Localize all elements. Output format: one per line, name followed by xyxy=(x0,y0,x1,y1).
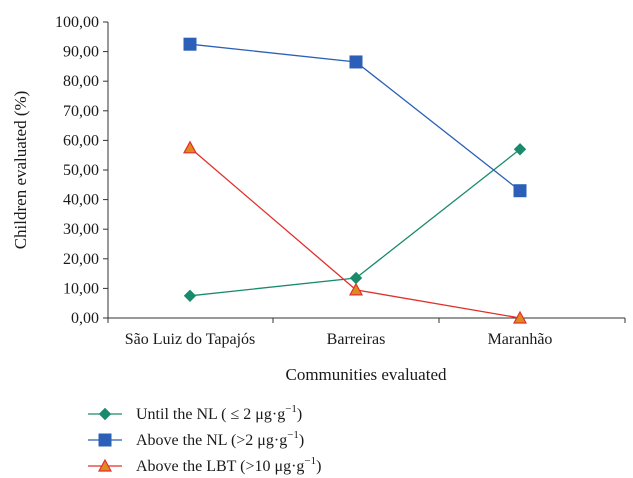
x-axis: São Luiz do Tapajós Barreiras Maranhão xyxy=(107,317,626,348)
legend-label: Above the NL (>2 μg·g−1) xyxy=(136,429,304,449)
series-2 xyxy=(183,37,527,198)
legend-label: Above the LBT (>10 μg·g−1) xyxy=(136,455,321,475)
y-tick-label: 80,00 xyxy=(63,73,99,90)
series-3 xyxy=(182,140,528,324)
y-tick-label: 100,00 xyxy=(55,14,99,31)
y-tick-label: 70,00 xyxy=(63,103,99,120)
legend-item: Above the LBT (>10 μg·g−1) xyxy=(88,455,321,475)
legend: Until the NL ( ≤ 2 μg·g−1) Above the NL (… xyxy=(88,403,321,475)
legend-item: Until the NL ( ≤ 2 μg·g−1) xyxy=(88,403,302,423)
x-axis-title: Communities evaluated xyxy=(286,365,447,384)
data-point xyxy=(348,282,364,296)
data-point xyxy=(182,140,198,154)
data-point xyxy=(349,271,363,285)
legend-label: Until the NL ( ≤ 2 μg·g−1) xyxy=(136,403,302,423)
x-tick-label: São Luiz do Tapajós xyxy=(125,331,256,348)
data-point xyxy=(513,143,527,156)
x-tick-label: Maranhão xyxy=(488,331,553,348)
y-tick-label: 50,00 xyxy=(63,162,99,179)
y-axis-title: Children evaluated (%) xyxy=(11,91,30,250)
y-tick-label: 0,00 xyxy=(71,310,99,327)
y-tick-label: 10,00 xyxy=(63,280,99,297)
legend-marker xyxy=(97,458,113,472)
series-1 xyxy=(183,143,527,303)
y-tick-label: 60,00 xyxy=(63,132,99,149)
legend-marker xyxy=(98,407,112,421)
data-point xyxy=(349,55,363,69)
y-tick-label: 20,00 xyxy=(63,251,99,268)
x-ticks: São Luiz do Tapajós Barreiras Maranhão xyxy=(107,318,626,348)
data-point xyxy=(513,184,527,198)
data-point xyxy=(183,37,197,51)
y-tick-label: 40,00 xyxy=(63,192,99,209)
y-ticks: 0,00 10,00 20,00 30,00 40,00 50,00 60,00 70,00 8… xyxy=(55,14,108,327)
data-point xyxy=(512,310,528,324)
x-tick-label: Barreiras xyxy=(327,331,386,348)
y-tick-label: 30,00 xyxy=(63,221,99,238)
legend-marker xyxy=(98,433,112,447)
series-layer xyxy=(182,37,528,324)
legend-item: Above the NL (>2 μg·g−1) xyxy=(88,429,304,449)
y-tick-label: 90,00 xyxy=(63,44,99,61)
data-point xyxy=(183,289,197,303)
y-axis: 0,00 10,00 20,00 30,00 40,00 50,00 60,00 70,00 8… xyxy=(55,14,109,327)
